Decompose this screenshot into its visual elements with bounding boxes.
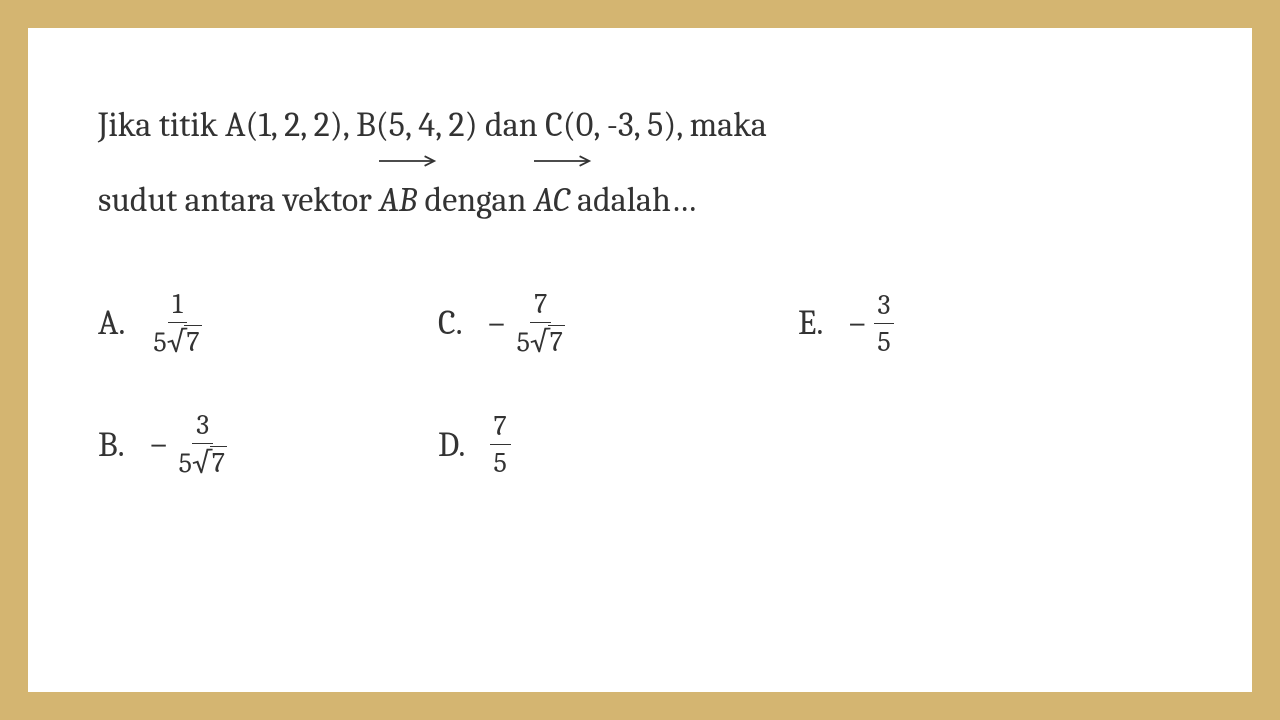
option-c: C. − 7 5√7 — [438, 288, 778, 360]
option-c-denominator: 5√7 — [513, 323, 569, 360]
option-d-label: D. — [438, 425, 465, 465]
option-e: E. − 3 5 — [798, 288, 1078, 360]
option-c-numerator: 7 — [530, 288, 551, 323]
option-b-label: B. — [98, 425, 125, 465]
option-a-numerator: 1 — [168, 288, 186, 323]
option-a-fraction: 1 5√7 — [149, 288, 205, 360]
option-c-sign: − — [487, 303, 507, 344]
option-b-fraction: 3 5√7 — [175, 409, 231, 481]
vector-ac: AC — [534, 163, 570, 238]
option-c-fraction: 7 5√7 — [513, 288, 569, 360]
option-d-numerator: 7 — [490, 410, 511, 445]
question-line1: Jika titik A(1, 2, 2), B(5, 4, 2) dan C(… — [98, 105, 767, 145]
vector-ab: AB — [379, 163, 417, 238]
vector-arrow-icon — [379, 155, 439, 167]
sqrt-icon: √7 — [167, 325, 202, 360]
option-b-numerator: 3 — [192, 409, 213, 444]
option-e-label: E. — [798, 303, 823, 343]
sqrt-icon: √7 — [192, 446, 227, 481]
option-e-denominator: 5 — [873, 324, 894, 358]
option-d-denominator: 5 — [489, 445, 510, 479]
vector-arrow-icon — [534, 155, 594, 167]
options-grid: A. 1 5√7 C. − 7 5√7 E. − 3 5 — [98, 288, 1182, 481]
option-d-fraction: 7 5 — [489, 410, 510, 479]
option-b-denominator: 5√7 — [175, 444, 231, 481]
option-b-sign: − — [149, 424, 169, 465]
option-e-fraction: 3 5 — [873, 289, 894, 358]
sqrt-icon: √7 — [530, 325, 565, 360]
option-b: B. − 3 5√7 — [98, 409, 418, 481]
option-a-label: A. — [98, 303, 125, 343]
option-a-denominator: 5√7 — [149, 323, 205, 360]
question-line2-part3: adalah… — [570, 180, 697, 220]
option-d: D. 7 5 — [438, 409, 778, 481]
question-card: Jika titik A(1, 2, 2), B(5, 4, 2) dan C(… — [28, 28, 1252, 692]
question-line2-part1: sudut antara vektor — [98, 180, 379, 220]
question-text: Jika titik A(1, 2, 2), B(5, 4, 2) dan C(… — [98, 88, 1182, 238]
option-e-sign: − — [847, 303, 867, 344]
question-line2-part2: dengan — [417, 180, 534, 220]
option-a: A. 1 5√7 — [98, 288, 418, 360]
option-e-numerator: 3 — [874, 289, 895, 324]
option-c-label: C. — [438, 303, 463, 343]
